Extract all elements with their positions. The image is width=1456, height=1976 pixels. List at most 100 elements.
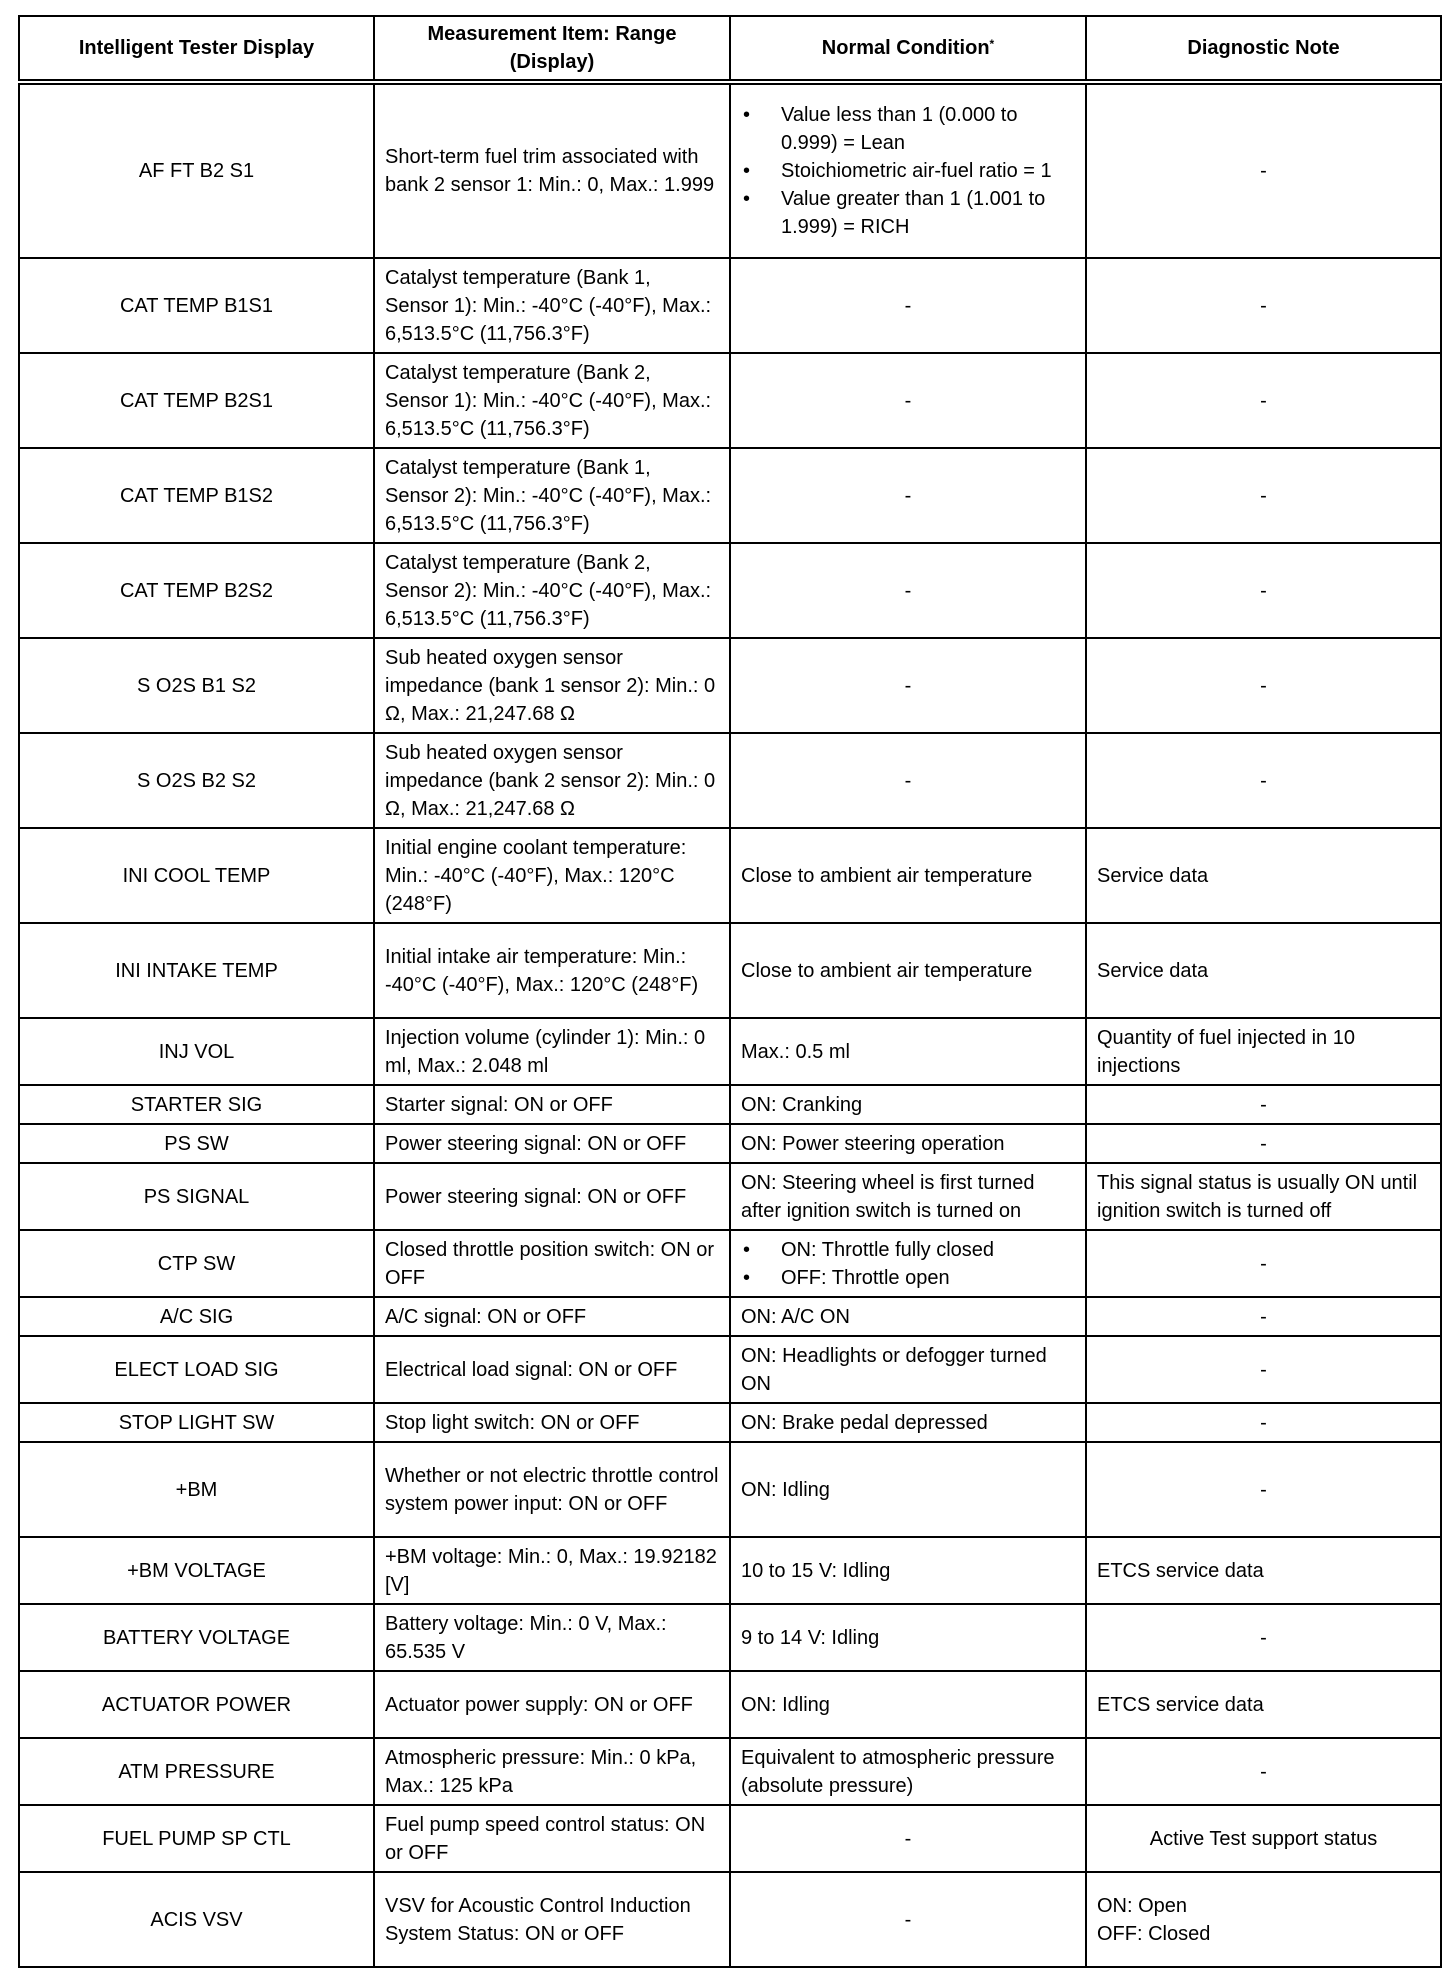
cell-text: Catalyst temperature (Bank 1, Sensor 2):… <box>385 456 712 535</box>
normal-condition-cell: - <box>729 637 1087 734</box>
cell-text: FUEL PUMP SP CTL <box>102 1827 291 1850</box>
measurement-item-cell: Short-term fuel trim associated with ban… <box>373 81 731 259</box>
normal-condition-cell: Max.: 0.5 ml <box>729 1017 1087 1086</box>
cell-text: 9 to 14 V: Idling <box>741 1626 880 1649</box>
cell-text: - <box>1260 389 1267 412</box>
diagnostic-note-cell: - <box>1085 1737 1442 1806</box>
tester-display-cell: ACTUATOR POWER <box>18 1670 375 1739</box>
table-row: PS SIGNAL Power steering signal: ON or OF… <box>18 1162 1442 1231</box>
tester-display-cell: +BM VOLTAGE <box>18 1536 375 1605</box>
diagnostic-note-cell: - <box>1085 352 1442 449</box>
normal-condition-cell: 9 to 14 V: Idling <box>729 1603 1087 1672</box>
table-row: STOP LIGHT SW Stop light switch: ON or OF… <box>18 1402 1442 1443</box>
tester-display-cell: CTP SW <box>18 1229 375 1298</box>
measurement-item-cell: Sub heated oxygen sensor impedance (bank… <box>373 637 731 734</box>
table-row: ACIS VSV VSV for Acoustic Control Inducti… <box>18 1871 1442 1968</box>
cell-text: Battery voltage: Min.: 0 V, Max.: 65.535… <box>385 1612 667 1663</box>
measurement-item-cell: Battery voltage: Min.: 0 V, Max.: 65.535… <box>373 1603 731 1672</box>
cell-text: - <box>1260 1252 1267 1275</box>
measurement-item-cell: Closed throttle position switch: ON or O… <box>373 1229 731 1298</box>
cell-text: ATM PRESSURE <box>118 1760 275 1783</box>
tester-display-cell: PS SIGNAL <box>18 1162 375 1231</box>
cell-text: 10 to 15 V: Idling <box>741 1559 891 1582</box>
normal-condition-cell: ON: Headlights or defogger turned ON <box>729 1335 1087 1404</box>
cell-text: ON: A/C ON <box>741 1305 850 1328</box>
header-label: Diagnostic Note <box>1187 37 1340 59</box>
cell-text: Active Test support status <box>1149 1827 1378 1850</box>
measurement-item-cell: Electrical load signal: ON or OFF <box>373 1335 731 1404</box>
cell-text: Whether or not electric throttle control… <box>385 1464 719 1515</box>
measurement-item-cell: Power steering signal: ON or OFF <box>373 1162 731 1231</box>
normal-condition-cell: - <box>729 352 1087 449</box>
cell-text: VSV for Acoustic Control Induction Syste… <box>385 1894 691 1945</box>
measurement-item-cell: Whether or not electric throttle control… <box>373 1441 731 1538</box>
cell-text: Close to ambient air temperature <box>741 959 1033 982</box>
cell-text: - <box>1260 1093 1267 1116</box>
cell-text: Atmospheric pressure: Min.: 0 kPa, Max.:… <box>385 1746 697 1797</box>
cell-text: - <box>1260 1305 1267 1328</box>
normal-condition-cell: Equivalent to atmospheric pressure (abso… <box>729 1737 1087 1806</box>
cell-text: Power steering signal: ON or OFF <box>385 1185 687 1208</box>
tester-display-cell: STARTER SIG <box>18 1084 375 1125</box>
table-row: FUEL PUMP SP CTL Fuel pump speed control … <box>18 1804 1442 1873</box>
cell-text: CAT TEMP B2S2 <box>119 579 274 602</box>
cell-text: ON: Steering wheel is first turned after… <box>741 1171 1035 1222</box>
cell-text: Service data <box>1097 864 1209 887</box>
cell-line: OFF: Closed <box>1097 1922 1211 1945</box>
cell-text: Actuator power supply: ON or OFF <box>385 1693 693 1716</box>
table-row: CAT TEMP B2S2 Catalyst temperature (Bank … <box>18 542 1442 639</box>
normal-condition-cell: 10 to 15 V: Idling <box>729 1536 1087 1605</box>
diagnostic-note-cell: Service data <box>1085 922 1442 1019</box>
table-row: CAT TEMP B2S1 Catalyst temperature (Bank … <box>18 352 1442 449</box>
diagnostic-note-cell: - <box>1085 1229 1442 1298</box>
measurement-item-cell: Injection volume (cylinder 1): Min.: 0 m… <box>373 1017 731 1086</box>
diagnostic-note-cell: - <box>1085 257 1442 354</box>
table-row: ATM PRESSURE Atmospheric pressure: Min.: … <box>18 1737 1442 1806</box>
normal-condition-cell: - <box>729 732 1087 829</box>
cell-text: STARTER SIG <box>130 1093 263 1116</box>
cell-text: Electrical load signal: ON or OFF <box>385 1358 678 1381</box>
cell-text: Catalyst temperature (Bank 2, Sensor 1):… <box>385 361 712 440</box>
measurement-item-cell: Initial engine coolant temperature: Min.… <box>373 827 731 924</box>
tester-display-cell: ACIS VSV <box>18 1871 375 1968</box>
diagnostic-note-cell: - <box>1085 1296 1442 1337</box>
cell-text: BATTERY VOLTAGE <box>102 1626 291 1649</box>
table-row: A/C SIG A/C signal: ON or OFF ON: A/C ON - <box>18 1296 1442 1337</box>
normal-condition-cell: ON: Idling <box>729 1441 1087 1538</box>
cell-text: CAT TEMP B2S1 <box>119 389 274 412</box>
normal-condition-cell: - <box>729 257 1087 354</box>
cell-text: - <box>1260 674 1267 697</box>
normal-condition-cell: Value less than 1 (0.000 to 0.999) = Lea… <box>729 81 1087 259</box>
cell-text: - <box>1260 1626 1267 1649</box>
cell-text: Max.: 0.5 ml <box>741 1040 850 1063</box>
normal-condition-cell: Close to ambient air temperature <box>729 922 1087 1019</box>
diagnostic-note-cell: Service data <box>1085 827 1442 924</box>
cell-text: CTP SW <box>157 1252 236 1275</box>
cell-text: ON: Idling <box>741 1693 830 1716</box>
cell-text: ETCS service data <box>1097 1693 1264 1716</box>
cell-text: - <box>1260 1760 1267 1783</box>
normal-condition-cell: ON: Throttle fully closedOFF: Throttle o… <box>729 1229 1087 1298</box>
diagnostic-note-cell: - <box>1085 1335 1442 1404</box>
data-list-table: Intelligent Tester Display Measurement I… <box>18 15 1442 1968</box>
cell-text: - <box>1260 1411 1267 1434</box>
cell-text: - <box>1260 294 1267 317</box>
cell-text: +BM VOLTAGE <box>127 1559 266 1582</box>
cell-text: CAT TEMP B1S2 <box>119 484 274 507</box>
diagnostic-note-cell: - <box>1085 637 1442 734</box>
table-row: S O2S B1 S2 Sub heated oxygen sensor impe… <box>18 637 1442 734</box>
diagnostic-note-cell: - <box>1085 1603 1442 1672</box>
tester-display-cell: ATM PRESSURE <box>18 1737 375 1806</box>
bullet-item: Value less than 1 (0.000 to 0.999) = Lea… <box>741 101 1075 157</box>
normal-condition-cell: - <box>729 542 1087 639</box>
cell-text: S O2S B2 S2 <box>137 769 256 792</box>
cell-text: INI INTAKE TEMP <box>115 959 278 982</box>
measurement-item-cell: Stop light switch: ON or OFF <box>373 1402 731 1443</box>
cell-text: ON: Cranking <box>741 1093 863 1116</box>
cell-text: Injection volume (cylinder 1): Min.: 0 m… <box>385 1026 706 1077</box>
diagnostic-note-cell: Active Test support status <box>1085 1804 1442 1873</box>
tester-display-cell: CAT TEMP B2S2 <box>18 542 375 639</box>
tester-display-cell: A/C SIG <box>18 1296 375 1337</box>
cell-text: Stop light switch: ON or OFF <box>385 1411 640 1434</box>
cell-text: - <box>1260 1132 1267 1155</box>
